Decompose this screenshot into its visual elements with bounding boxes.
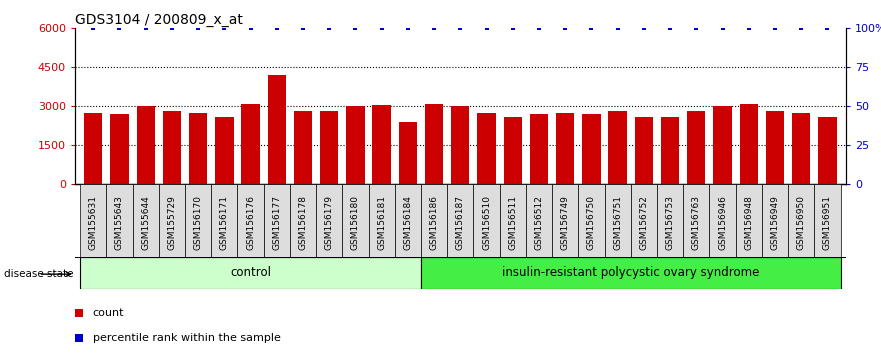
Bar [631, 184, 657, 257]
Bar [609, 112, 626, 184]
Bar [290, 184, 316, 257]
Bar [421, 184, 448, 257]
Text: GSM155631: GSM155631 [89, 195, 98, 250]
Bar [818, 116, 837, 184]
Bar [578, 184, 604, 257]
Bar [137, 106, 155, 184]
Bar [683, 184, 709, 257]
Text: GSM156949: GSM156949 [771, 195, 780, 250]
Text: GSM156763: GSM156763 [692, 195, 700, 250]
Bar [211, 184, 238, 257]
Bar [526, 184, 552, 257]
Bar [107, 184, 132, 257]
Text: GSM156749: GSM156749 [560, 195, 570, 250]
Bar [343, 184, 368, 257]
Bar [582, 114, 601, 184]
Text: percentile rank within the sample: percentile rank within the sample [93, 333, 280, 343]
Text: GSM156948: GSM156948 [744, 195, 753, 250]
Text: GSM156950: GSM156950 [796, 195, 806, 250]
Text: GSM155644: GSM155644 [141, 195, 150, 250]
Bar [241, 104, 260, 184]
Bar [714, 106, 732, 184]
Bar [185, 184, 211, 257]
Bar [709, 184, 736, 257]
Text: GSM156946: GSM156946 [718, 195, 727, 250]
Text: disease state: disease state [4, 269, 73, 279]
Bar [657, 184, 683, 257]
Bar [762, 184, 788, 257]
Bar [788, 184, 814, 257]
Text: GSM156181: GSM156181 [377, 195, 386, 250]
Text: GSM155729: GSM155729 [167, 195, 176, 250]
Text: insulin-resistant polycystic ovary syndrome: insulin-resistant polycystic ovary syndr… [502, 266, 759, 279]
Bar [163, 112, 181, 184]
Bar [215, 116, 233, 184]
Bar [687, 112, 706, 184]
Bar [766, 112, 784, 184]
Text: GSM155643: GSM155643 [115, 195, 124, 250]
Bar [556, 113, 574, 184]
Bar [448, 184, 473, 257]
Text: GSM156171: GSM156171 [220, 195, 229, 250]
Text: GSM156186: GSM156186 [430, 195, 439, 250]
Text: GSM156510: GSM156510 [482, 195, 491, 250]
Text: GSM156184: GSM156184 [403, 195, 412, 250]
Bar [320, 112, 338, 184]
Text: GSM156752: GSM156752 [640, 195, 648, 250]
Text: GSM156750: GSM156750 [587, 195, 596, 250]
Text: GSM156176: GSM156176 [246, 195, 255, 250]
Text: GSM156180: GSM156180 [351, 195, 360, 250]
Text: GSM156187: GSM156187 [455, 195, 465, 250]
Bar [478, 113, 496, 184]
Bar [500, 184, 526, 257]
Text: GSM156951: GSM156951 [823, 195, 832, 250]
Bar [736, 184, 762, 257]
Bar [552, 184, 578, 257]
Bar [661, 116, 679, 184]
Bar [529, 114, 548, 184]
Text: GSM156177: GSM156177 [272, 195, 281, 250]
Bar [84, 113, 102, 184]
Bar [294, 112, 312, 184]
Bar [346, 106, 365, 184]
Bar [451, 106, 470, 184]
Text: GSM156178: GSM156178 [299, 195, 307, 250]
Text: GSM156170: GSM156170 [194, 195, 203, 250]
Bar [634, 116, 653, 184]
Bar [189, 113, 207, 184]
Text: GDS3104 / 200809_x_at: GDS3104 / 200809_x_at [75, 13, 243, 27]
Bar [792, 113, 811, 184]
Text: control: control [230, 266, 271, 279]
Bar [739, 104, 758, 184]
Text: GSM156753: GSM156753 [665, 195, 675, 250]
Text: GSM156751: GSM156751 [613, 195, 622, 250]
Bar [368, 184, 395, 257]
Bar [316, 184, 343, 257]
Text: GSM156179: GSM156179 [325, 195, 334, 250]
Bar [263, 184, 290, 257]
Bar [395, 184, 421, 257]
Bar [132, 184, 159, 257]
Bar [399, 122, 417, 184]
Bar [421, 257, 840, 289]
Bar [473, 184, 500, 257]
Text: count: count [93, 308, 124, 318]
Bar [504, 116, 522, 184]
Text: GSM156512: GSM156512 [535, 195, 544, 250]
Bar [373, 105, 391, 184]
Bar [80, 184, 107, 257]
Bar [238, 184, 263, 257]
Bar [80, 257, 421, 289]
Bar [814, 184, 840, 257]
Bar [110, 114, 129, 184]
Bar [159, 184, 185, 257]
Bar [425, 104, 443, 184]
Bar [604, 184, 631, 257]
Bar [268, 75, 286, 184]
Text: GSM156511: GSM156511 [508, 195, 517, 250]
